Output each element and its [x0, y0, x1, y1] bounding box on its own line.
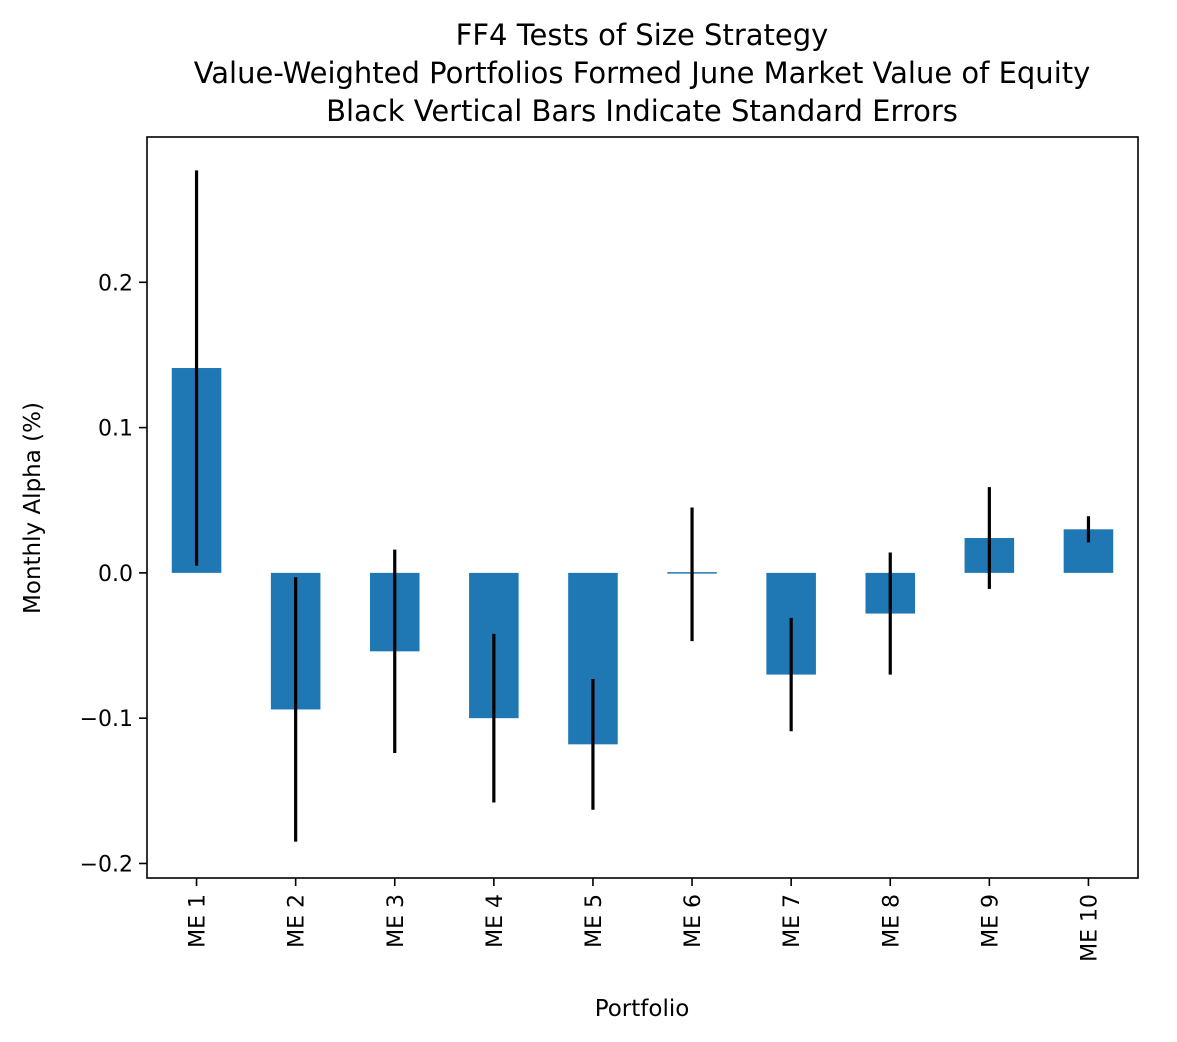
x-tick-label-3: ME 3 — [384, 894, 409, 948]
chart-title: FF4 Tests of Size Strategy Value-Weighte… — [194, 18, 1091, 128]
error-bars — [194, 170, 1091, 842]
x-tick-label-4: ME 4 — [483, 894, 508, 948]
y-tick-label-2: −0.1 — [80, 707, 133, 732]
y-axis: −0.2 −0.1 0.0 0.1 0.2 — [80, 271, 147, 877]
y-tick-label-3: 0.0 — [98, 562, 133, 587]
y-tick-label-1: −0.2 — [80, 852, 133, 877]
x-tick-label-1: ME 1 — [186, 894, 211, 948]
title-line-3: Black Vertical Bars Indicate Standard Er… — [326, 94, 958, 128]
x-tick-label-5: ME 5 — [582, 894, 607, 948]
x-tick-label-7: ME 7 — [780, 894, 805, 948]
title-line-1: FF4 Tests of Size Strategy — [456, 18, 829, 52]
x-tick-label-8: ME 8 — [879, 894, 904, 948]
x-axis-label: Portfolio — [595, 996, 690, 1022]
x-tick-label-10: ME 10 — [1077, 894, 1102, 962]
y-tick-label-4: 0.1 — [98, 417, 133, 442]
x-tick-label-9: ME 9 — [978, 894, 1003, 948]
bars — [171, 368, 1114, 745]
y-tick-label-5: 0.2 — [98, 271, 133, 296]
title-line-2: Value-Weighted Portfolios Formed June Ma… — [194, 56, 1091, 90]
y-axis-label: Monthly Alpha (%) — [20, 402, 46, 614]
x-axis: ME 1 ME 2 ME 3 ME 4 ME 5 ME 6 ME 7 ME 8 ME 9 ME 1… — [186, 878, 1102, 962]
plot-frame — [146, 136, 1139, 879]
x-tick-label-6: ME 6 — [681, 894, 706, 948]
x-tick-label-2: ME 2 — [285, 894, 310, 948]
